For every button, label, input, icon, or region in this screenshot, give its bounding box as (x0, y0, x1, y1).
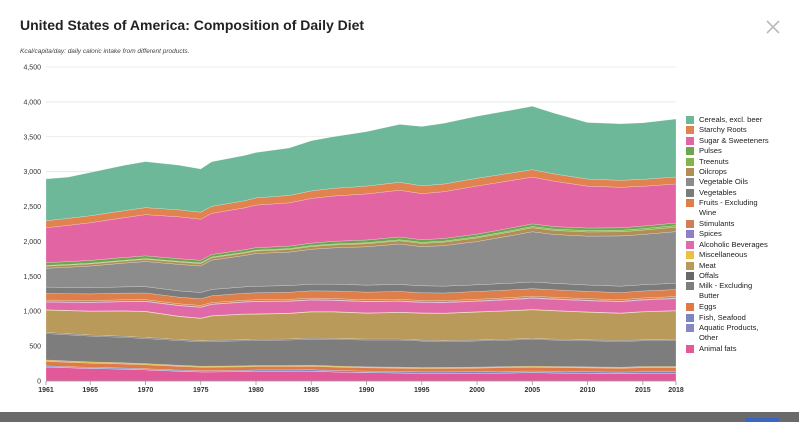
legend-swatch (686, 344, 694, 353)
legend-swatch (686, 251, 694, 260)
legend-swatch (686, 240, 694, 249)
legend-swatch (686, 220, 694, 228)
area-series (45, 106, 677, 221)
legend-label[interactable]: Milk - Excluding (699, 281, 753, 291)
y-tick-label: 3,000 (23, 169, 41, 176)
x-tick-label: 2005 (525, 387, 541, 394)
legend-label[interactable]: Starchy Roots (699, 125, 747, 135)
y-tick-label: 3,500 (23, 134, 41, 141)
x-tick-label: 1965 (82, 387, 98, 394)
legend-swatch (686, 272, 694, 280)
y-tick-label: 4,500 (23, 65, 41, 72)
legend-swatch (686, 116, 694, 124)
y-tick-label: 0 (37, 379, 41, 386)
legend-label[interactable]: Vegetables (699, 187, 737, 197)
legend-swatch (686, 303, 694, 312)
legend-label[interactable]: Fish, Seafood (699, 312, 746, 322)
x-tick-label: 2010 (580, 387, 596, 394)
legend-swatch (686, 178, 694, 187)
legend-label[interactable]: Miscellaneous (699, 250, 748, 260)
y-tick-label: 2,000 (23, 239, 41, 246)
legend-label[interactable]: Alcoholic Beverages (699, 239, 768, 249)
legend-label[interactable]: Oilcrops (699, 167, 727, 176)
legend-swatch (686, 230, 694, 239)
legend-label[interactable]: Treenuts (699, 156, 729, 166)
y-tick-label: 1,500 (23, 274, 41, 281)
legend-swatch (686, 147, 694, 156)
legend-label[interactable]: Butter (699, 291, 720, 301)
legend-swatch (686, 126, 694, 135)
legend-label[interactable]: Cereals, excl. beer (699, 115, 763, 124)
x-tick-label: 2000 (469, 387, 485, 394)
x-tick-label: 1980 (248, 387, 264, 394)
legend-swatch (686, 136, 694, 145)
legend-label[interactable]: Other (699, 333, 718, 342)
x-tick-label: 2015 (635, 387, 651, 394)
legend-label[interactable]: Pulses (699, 146, 722, 156)
legend-label[interactable]: Meat (699, 260, 716, 270)
legend-swatch (686, 157, 694, 166)
legend-swatch (686, 282, 694, 291)
legend-swatch (686, 168, 694, 176)
legend-swatch (686, 313, 694, 322)
legend-label[interactable]: Eggs (699, 302, 717, 312)
legend-swatch (686, 261, 694, 270)
page-bottom-strip (0, 412, 799, 422)
legend-label[interactable]: Fruits - Excluding (699, 198, 758, 208)
x-tick-label: 1985 (303, 387, 319, 394)
legend-swatch (686, 324, 694, 332)
legend-label[interactable]: Stimulants (699, 219, 735, 228)
x-tick-label: 1995 (414, 387, 430, 394)
legend-label[interactable]: Spices (699, 229, 722, 239)
chart-subtitle: Kcal/capita/day: daily caloric intake fr… (20, 48, 190, 55)
legend-label[interactable]: Offals (699, 271, 719, 280)
legend-label[interactable]: Wine (699, 208, 717, 218)
close-icon[interactable] (762, 16, 784, 38)
legend-label[interactable]: Vegetable Oils (699, 177, 748, 187)
legend-label[interactable]: Aquatic Products, (699, 323, 759, 332)
corner-button[interactable] (745, 418, 779, 422)
legend-label[interactable]: Sugar & Sweeteners (699, 135, 769, 145)
y-tick-label: 500 (29, 344, 41, 351)
x-tick-label: 2018 (668, 387, 684, 394)
y-tick-label: 1,000 (23, 309, 41, 316)
x-tick-label: 1961 (38, 387, 54, 394)
legend-swatch (686, 199, 694, 208)
x-tick-label: 1990 (359, 387, 375, 394)
area-series (45, 309, 677, 341)
x-tick-label: 1975 (193, 387, 209, 394)
legend-label[interactable]: Animal fats (699, 343, 737, 353)
legend-swatch (686, 188, 694, 197)
y-tick-label: 4,000 (23, 99, 41, 106)
x-tick-label: 1970 (138, 387, 154, 394)
y-tick-label: 2,500 (23, 204, 41, 211)
page-title: United States of America: Composition of… (20, 17, 365, 33)
